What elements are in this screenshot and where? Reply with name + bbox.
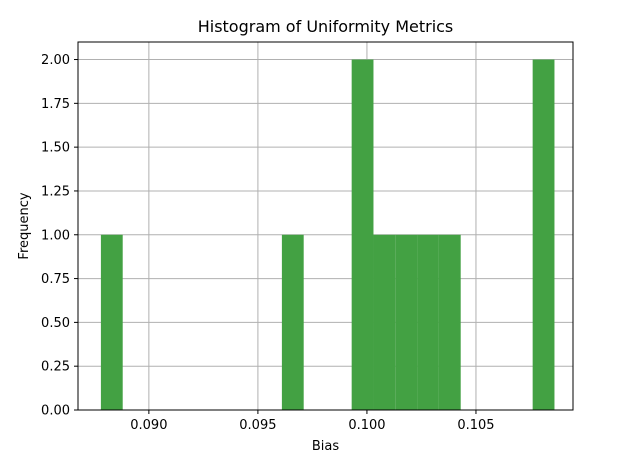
- histogram-bar-3: [373, 234, 396, 410]
- x-tick-label-1: 0.095: [239, 418, 276, 433]
- histogram-bar-1: [281, 234, 304, 410]
- y-tick-label-2: 0.50: [41, 316, 70, 331]
- y-tick-label-0: 0.00: [41, 404, 70, 419]
- plot-frame: [77, 41, 574, 411]
- y-tick-label-5: 1.25: [41, 184, 70, 199]
- x-tick-label-2: 0.100: [348, 418, 385, 433]
- histogram-bar-0: [100, 234, 123, 410]
- histogram-bar-4: [395, 234, 418, 410]
- y-tick-label-7: 1.75: [41, 97, 70, 112]
- grid-layer: [78, 42, 573, 411]
- tick-layer: 0.090 0.095 0.100 0.105 0.00 0.25 0.50 0.75 1.00…: [41, 53, 495, 433]
- histogram-bar-2: [351, 59, 374, 411]
- y-tick-label-4: 1.00: [41, 228, 70, 243]
- x-axis-label: Bias: [312, 439, 339, 454]
- y-tick-label-1: 0.25: [41, 360, 70, 375]
- histogram-bar-5: [417, 234, 439, 410]
- y-tick-label-6: 1.50: [41, 141, 70, 156]
- y-tick-label-8: 2.00: [41, 53, 70, 68]
- chart-title: Histogram of Uniformity Metrics: [198, 17, 454, 36]
- bar-layer: [100, 59, 555, 411]
- x-tick-label-0: 0.090: [130, 418, 167, 433]
- histogram-bar-7: [532, 59, 555, 411]
- histogram-bar-6: [438, 234, 461, 410]
- y-tick-label-3: 0.75: [41, 272, 70, 287]
- y-axis-label: Frequency: [17, 192, 32, 259]
- x-tick-label-3: 0.105: [457, 418, 494, 433]
